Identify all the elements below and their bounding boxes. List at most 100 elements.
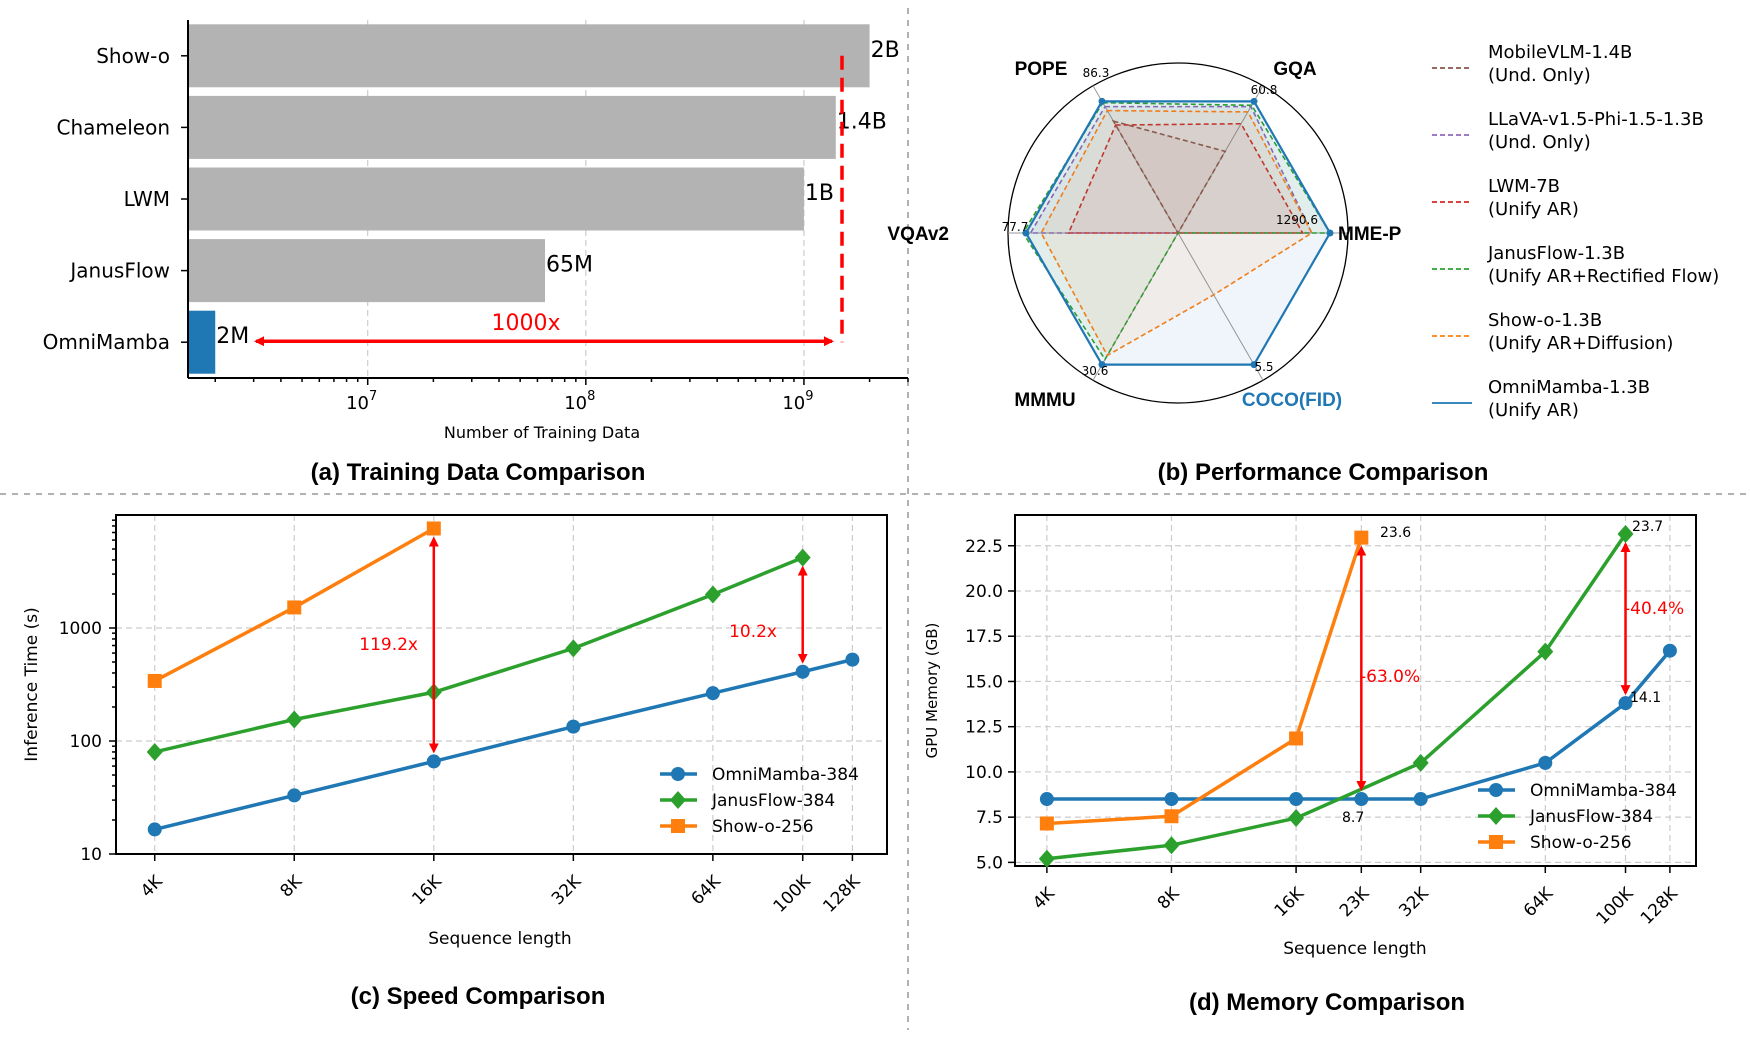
series-line-show-o-256 [1046,537,1363,826]
legend-marker [671,819,685,833]
radar-max-value: 60.8 [1251,83,1278,97]
x-axis-title: Sequence length [428,929,571,949]
radar-vertex-dot [1250,97,1258,105]
data-point-janusflow-384 [1288,809,1305,828]
legend-label: JanusFlow-384 [1529,807,1653,827]
data-point-janusflow-384 [1412,753,1429,772]
radar-series-omnimamba-1-3b [1024,100,1332,366]
ratio-annotation: 1000x [491,311,560,336]
x-tick-label: 128K [819,871,865,917]
legend-sublabel: (Und. Only) [1488,65,1591,86]
bar-janusflow [188,239,546,303]
point-label: 8.7 [1342,810,1364,826]
data-point-omnimamba-384 [1538,755,1553,770]
legend-label: OmniMamba-384 [1530,781,1677,801]
category-label: LWM [124,187,170,211]
data-point-show-o-256 [287,600,302,615]
y-tick-label: 20.0 [965,582,1003,602]
legend-marker [671,767,685,781]
data-point-show-o-256 [1354,530,1369,545]
radar-series-show-o-1-3b [1040,109,1313,357]
x-tick-label: 100K [1592,883,1638,929]
data-point-omnimamba-384 [1164,792,1179,807]
legend-label: LWM-7B [1488,176,1560,197]
radar-spoke [1177,232,1264,381]
memory-annotation: -63.0% [1360,667,1420,687]
x-tick-label: 64K [687,871,725,909]
data-point-janusflow-384 [1537,642,1554,661]
data-point-omnimamba-384 [1039,792,1054,807]
memory-annotation: -40.4% [1624,599,1684,619]
legend-marker [670,791,686,809]
bar-omnimamba [188,310,216,374]
legend-sublabel: (Unify AR+Diffusion) [1488,333,1673,354]
point-label: 23.7 [1632,519,1663,535]
data-point-janusflow-384 [146,742,163,761]
legend-marker [1489,783,1503,797]
data-point-omnimamba-384 [1662,643,1677,658]
plot-frame [115,514,888,855]
data-point-janusflow-384 [565,639,582,658]
value-label: 1.4B [837,109,887,134]
x-tick-label: 16K [408,871,446,909]
x-tick-label: 109 [782,389,813,414]
value-label: 2M [216,324,249,349]
x-tick-label: 8K [277,871,307,901]
x-tick-label: 32K [1395,883,1433,921]
data-point-show-o-256 [1164,809,1179,824]
radar-vertex-dot [1326,229,1334,237]
value-label: 2B [871,38,900,63]
x-axis-title: Number of Training Data [444,423,640,442]
speedup-annotation: 10.2x [729,622,777,642]
category-label: OmniMamba [43,330,170,354]
panel-title: (d) Memory Comparison [1189,989,1465,1016]
x-tick-label: 128K [1637,883,1683,929]
legend-label: JanusFlow-384 [711,791,835,811]
data-point-omnimamba-384 [1618,696,1633,711]
legend-label: OmniMamba-1.3B [1488,377,1650,398]
plot-frame [1014,514,1697,867]
category-label: JanusFlow [68,259,170,283]
x-axis-title: Sequence length [1283,939,1426,959]
data-point-janusflow-384 [1038,849,1055,868]
x-tick-label: 8K [1154,883,1184,913]
y-tick-label: 1000 [59,619,102,639]
legend-sublabel: (Unify AR) [1488,199,1579,220]
x-tick-label: 64K [1520,883,1558,921]
value-label: 1B [805,181,834,206]
panel-performance: POPE GQA MME-P COCO(FID) MMMU VQAv2 86.3 60.8 12… [887,42,1719,486]
x-tick-label: 108 [564,389,595,414]
panel-title: (a) Training Data Comparison [311,459,646,486]
radar-axis-label-pope: POPE [1015,59,1068,80]
y-tick-label: 10.0 [965,763,1003,783]
series-line-janusflow-384 [154,555,804,754]
data-point-omnimamba-384 [287,788,302,803]
radar-axis-label-coco-fid: COCO(FID) [1242,390,1342,411]
bar-show-o [188,24,870,88]
x-tick-label: 16K [1271,883,1309,921]
radar-axis-label-vqav2: VQAv2 [887,224,949,245]
y-tick-label: 15.0 [965,672,1003,692]
y-tick-label: 7.5 [976,808,1003,828]
speedup-annotation: 119.2x [359,635,418,655]
point-label: 23.6 [1380,525,1411,541]
legend-label: JanusFlow-1.3B [1487,243,1625,264]
legend-label: OmniMamba-384 [712,765,859,785]
legend-label: Show-o-256 [712,817,814,837]
radar-max-value: 1290.6 [1276,213,1318,227]
series-line-omnimamba-384 [1046,649,1672,801]
panel-training-data: Show-o 2B Chameleon 1.4B LWM 1B JanusFlow 65M Om… [43,20,909,486]
radar-max-value: 77.7 [1002,220,1029,234]
data-point-omnimamba-384 [147,822,162,837]
radar-axis-label-mmmu: MMMU [1014,390,1075,411]
y-tick-label: 10 [80,845,102,865]
y-axis-title: Inference Time (s) [22,607,42,761]
y-tick-label: 22.5 [965,537,1003,557]
radar-axis-label-mme-p: MME-P [1338,224,1402,245]
radar-axis-label-gqa: GQA [1273,59,1317,80]
data-point-janusflow-384 [1163,836,1180,855]
data-point-janusflow-384 [704,585,721,604]
panel-memory: 4K 8K 16K 23K 32K 64K 100K 128K 5.0 7.5 10.0 12.5 15… [923,514,1697,1016]
y-tick-label: 5.0 [976,853,1003,873]
